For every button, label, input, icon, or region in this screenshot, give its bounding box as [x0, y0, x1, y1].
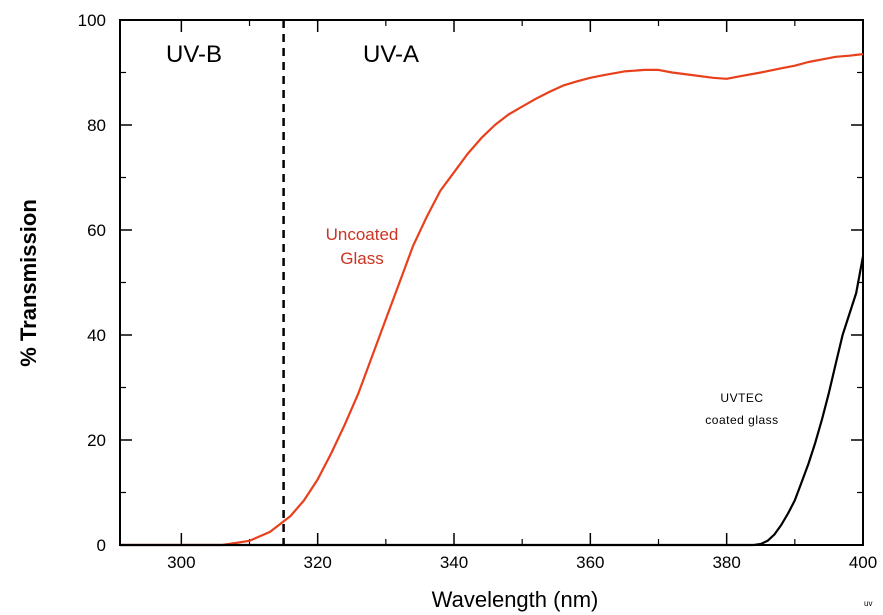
series-lines	[120, 53, 865, 547]
y-tick-label-20: 20	[87, 431, 106, 450]
y-tick-label-0: 0	[97, 536, 106, 555]
region-label-uvb: UV-B	[166, 41, 222, 68]
axis-ticks	[120, 19, 864, 546]
series-label-uvtec-line2: coated glass	[705, 413, 778, 427]
plot-frame	[119, 19, 864, 546]
series-line-uncoated-glass	[120, 53, 864, 547]
x-axis-label: Wavelength (nm)	[432, 587, 599, 612]
series-label-uncoated-line1: Uncoated	[326, 225, 399, 244]
y-tick-label-80: 80	[87, 116, 106, 135]
x-tick-label-380: 380	[712, 553, 740, 572]
series-label-uvtec-line1: UVTEC	[720, 391, 763, 405]
series-line-uvtec-coated-glass	[120, 256, 865, 547]
x-tick-label-400: 400	[849, 553, 877, 572]
x-tick-label-340: 340	[440, 553, 468, 572]
tick-labels: 300 320 340 360 380 400 0 20 40 60 80 100	[78, 11, 878, 572]
x-tick-label-360: 360	[576, 553, 604, 572]
x-tick-label-300: 300	[167, 553, 195, 572]
y-tick-label-60: 60	[87, 221, 106, 240]
y-tick-label-40: 40	[87, 326, 106, 345]
y-axis-label: % Transmission	[16, 199, 41, 367]
region-label-uva: UV-A	[363, 41, 419, 68]
x-tick-label-320: 320	[303, 553, 331, 572]
series-label-uncoated-line2: Glass	[340, 249, 383, 268]
corner-note: uv	[864, 599, 872, 608]
y-tick-label-100: 100	[78, 11, 106, 30]
